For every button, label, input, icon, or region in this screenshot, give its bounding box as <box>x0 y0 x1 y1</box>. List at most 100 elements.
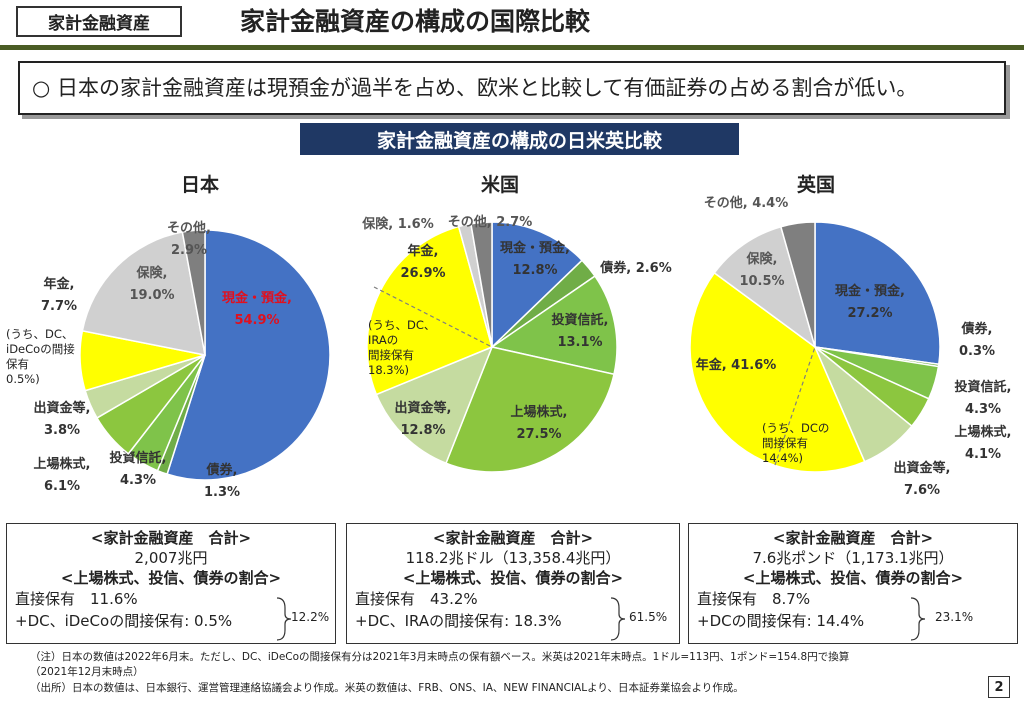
pie-label-japan-1: 債券, <box>206 462 238 478</box>
pie-slice-uk-7 <box>779 221 816 348</box>
pie-label-us-6: 保険, 1.6% <box>361 216 434 232</box>
section-tag: 家計金融資産 <box>16 6 182 37</box>
pie-slice-uk-5 <box>689 271 866 473</box>
pie-value-japan-4: 3.8% <box>44 423 80 438</box>
pension-note-uk: (うち、DCの <box>762 421 829 435</box>
pension-note-us: 間接保有 <box>368 348 414 362</box>
pie-value-japan-0: 54.9% <box>234 313 279 328</box>
pie-label-japan-2: 投資信託, <box>110 450 167 466</box>
pension-note-us: (うち、DC、 <box>368 318 435 332</box>
pension-note-us: 18.3%) <box>368 363 409 377</box>
pie-slice-japan-6 <box>81 231 206 356</box>
pie-slice-us-3 <box>445 346 615 473</box>
sum-ratio: 23.1% <box>935 610 974 624</box>
direct-holding: 直接保有 11.6% <box>15 590 138 608</box>
pie-value-uk-1: 0.3% <box>959 344 995 359</box>
pie-charts: 現金・預金, 54.9% 債券, 1.3% 投資信託, 4.3% 上場株式, 6.1% 出資金等… <box>6 195 1012 500</box>
pension-note-us: IRAの <box>368 333 398 347</box>
pie-value-us-5: 26.9% <box>400 266 445 281</box>
pie-label-japan-7: その他, <box>167 220 211 236</box>
sum-ratio: 61.5% <box>629 610 668 624</box>
pie-slice-uk-6 <box>713 225 817 349</box>
pie-value-japan-6: 19.0% <box>129 288 174 303</box>
pie-label-uk-7: その他, 4.4% <box>704 195 789 211</box>
pie-label-us-2: 投資信託, <box>552 312 609 328</box>
header-divider <box>0 45 1024 50</box>
pie-label-uk-5: 年金, 41.6% <box>696 357 777 373</box>
totals-box-japan: <家計金融資産 合計> 2,007兆円 <上場株式、投信、債券の割合> 直接保有… <box>6 523 336 644</box>
indirect-holding: +DC、iDeCoの間接保有: 0.5% <box>15 612 233 630</box>
pension-note-japan: (うち、DC、 <box>6 327 73 341</box>
pie-label-japan-0: 現金・預金, <box>222 290 292 306</box>
note-line: （注）日本の数値は2022年6月末。ただし、DC、iDeCoの間接保有分は202… <box>30 651 850 663</box>
chart-banner: 家計金融資産の構成の日米英比較 <box>300 123 739 155</box>
pie-value-uk-2: 4.3% <box>965 402 1001 417</box>
indirect-holding: +DCの間接保有: 14.4% <box>697 612 865 630</box>
brace-icon <box>610 597 626 641</box>
pie-value-japan-2: 4.3% <box>120 473 156 488</box>
pie-label-japan-3: 上場株式, <box>34 456 91 472</box>
page-number: 2 <box>988 676 1010 698</box>
chart-title-uk: 英国 <box>796 174 835 196</box>
pie-label-us-4: 出資金等, <box>395 400 452 416</box>
totals-box-us: <家計金融資産 合計> 118.2兆ドル（13,358.4兆円） <上場株式、投… <box>346 523 680 644</box>
source-line: （出所）日本の数値は、日本銀行、運営管理連絡協議会より作成。米英の数値は、FRB… <box>30 682 744 694</box>
pie-slice-us-5 <box>366 225 493 396</box>
totals-ratio-heading: <上場株式、投信、債券の割合> <box>742 569 964 587</box>
pie-value-us-2: 13.1% <box>557 335 602 350</box>
pie-slice-japan-7 <box>181 229 206 356</box>
totals-amount: 7.6兆ポンド（1,173.1兆円） <box>752 549 954 567</box>
summary-box: ○ 日本の家計金融資産は現預金が過半を占め、欧米と比較して有価証券の占める割合が… <box>18 61 1006 115</box>
pie-label-us-1: 債券, 2.6% <box>599 260 672 276</box>
totals-heading: <家計金融資産 合計> <box>432 529 594 547</box>
pie-label-uk-0: 現金・預金, <box>835 283 905 299</box>
pie-value-us-4: 12.8% <box>400 423 445 438</box>
direct-holding: 直接保有 8.7% <box>697 590 811 608</box>
pie-slice-us-0 <box>491 221 584 349</box>
pension-note-uk: 14.4%) <box>762 451 803 465</box>
pie-value-japan-5: 7.7% <box>41 299 77 314</box>
totals-ratio-heading: <上場株式、投信、債券の割合> <box>402 569 624 587</box>
pension-note-japan: iDeCoの間接 <box>6 342 75 356</box>
pie-label-us-3: 上場株式, <box>511 404 568 420</box>
sum-ratio: 12.2% <box>291 610 330 624</box>
pie-value-uk-6: 10.5% <box>739 274 784 289</box>
pie-label-japan-5: 年金, <box>44 276 75 292</box>
indirect-holding: +DC、IRAの間接保有: 18.3% <box>355 612 562 630</box>
pension-note-japan: 0.5%) <box>6 372 40 386</box>
pie-label-uk-6: 保険, <box>746 251 778 267</box>
pie-label-uk-2: 投資信託, <box>955 379 1012 395</box>
pie-label-japan-4: 出資金等, <box>34 400 91 416</box>
pie-label-us-0: 現金・預金, <box>500 240 570 256</box>
pie-value-uk-4: 7.6% <box>904 483 940 498</box>
pie-slice-uk-0 <box>814 221 941 366</box>
pie-value-us-3: 27.5% <box>516 427 561 442</box>
pie-label-us-5: 年金, <box>408 243 439 259</box>
pie-label-uk-4: 出資金等, <box>894 460 951 476</box>
note-line: （2021年12月末時点） <box>30 666 144 678</box>
pie-slice-us-4 <box>375 345 494 465</box>
pension-note-uk: 間接保有 <box>762 436 808 450</box>
chart-title-japan: 日本 <box>180 174 219 196</box>
pension-divider <box>373 286 493 348</box>
totals-amount: 118.2兆ドル（13,358.4兆円） <box>405 549 621 567</box>
pie-value-japan-3: 6.1% <box>44 479 80 494</box>
pie-value-us-0: 12.8% <box>512 263 557 278</box>
pie-slice-us-7 <box>470 221 493 348</box>
pie-label-us-7: その他, 2.7% <box>448 214 533 230</box>
totals-heading: <家計金融資産 合計> <box>90 529 252 547</box>
direct-holding: 直接保有 43.2% <box>355 590 478 608</box>
totals-amount: 2,007兆円 <box>134 549 208 567</box>
totals-box-uk: <家計金融資産 合計> 7.6兆ポンド（1,173.1兆円） <上場株式、投信、… <box>688 523 1018 644</box>
pie-label-uk-3: 上場株式, <box>955 424 1012 440</box>
pension-note-japan: 保有 <box>6 357 29 371</box>
totals-ratio-heading: <上場株式、投信、債券の割合> <box>60 569 282 587</box>
pie-label-uk-1: 債券, <box>961 321 993 337</box>
pie-label-japan-6: 保険, <box>136 265 168 281</box>
pie-value-japan-1: 1.3% <box>204 485 240 500</box>
page-title: 家計金融資産の構成の国際比較 <box>240 7 591 36</box>
pie-value-uk-0: 27.2% <box>847 306 892 321</box>
totals-heading: <家計金融資産 合計> <box>772 529 934 547</box>
pie-slice-japan-0 <box>166 229 331 481</box>
brace-icon <box>910 597 926 641</box>
